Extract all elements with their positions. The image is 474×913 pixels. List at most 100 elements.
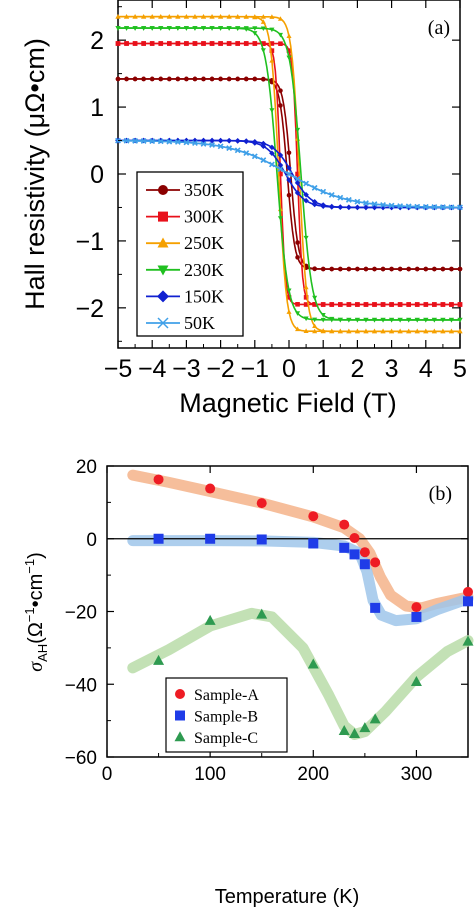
panel-a-point-230K-descending-16 (252, 26, 258, 31)
panel-a-point-350K-ascending-35 (414, 266, 420, 272)
panel-a-point-250K-ascending-21 (295, 326, 301, 332)
panel-a-point-250K-ascending-2 (132, 14, 138, 19)
panel-a-point-350K-ascending-9 (192, 76, 198, 82)
panel-b-point-Sample-A-50K (153, 474, 164, 485)
panel-a-point-230K-ascending-28 (354, 317, 360, 323)
panel-b-point-Sample-B-150K (256, 534, 267, 545)
panel-a-point-300K-descending-18 (269, 41, 275, 46)
panel-b-trend-Sample-C (127, 607, 474, 740)
panel-a-point-350K-descending-20 (286, 150, 292, 156)
panel-a-point-350K-ascending-21 (295, 255, 300, 260)
panel-a-x-axis-label: Magnetic Field (T) (179, 388, 397, 418)
panel-a-point-300K-ascending-8 (184, 41, 189, 46)
panel-a-point-300K-ascending-7 (175, 41, 181, 46)
panel-a-point-230K-ascending-16 (252, 31, 258, 36)
panel-a-point-350K-descending-19 (278, 88, 283, 93)
panel-a-point-250K-ascending-9 (192, 14, 198, 19)
panel-a-x-tick-label-5: 5 (453, 355, 467, 383)
panel-b-point-Sample-A-230K (339, 519, 350, 530)
panel-a-legend-marker-230K (157, 265, 169, 276)
panel-a-point-230K-descending-19 (277, 32, 283, 38)
panel-a-point-350K-ascending-26 (338, 266, 343, 272)
panel-a-point-350K-ascending-10 (201, 76, 206, 82)
panel-a-point-350K-ascending-0 (115, 76, 121, 82)
panel-a-point-50K-ascending-27 (346, 197, 352, 203)
panel-a-y-tick-label-1: 1 (90, 94, 104, 122)
panel-b-point-Sample-A-260K (370, 557, 381, 568)
panel-b-point-Sample-C-350K (462, 635, 474, 646)
panel-a-point-150K-ascending-16 (252, 140, 258, 146)
panel-a-point-50K-ascending-13 (226, 145, 232, 151)
panel-a-point-300K-ascending-29 (363, 302, 369, 307)
panel-a-point-150K-ascending-13 (226, 137, 232, 144)
panel-a-point-300K-ascending-30 (372, 302, 377, 307)
panel-b-legend-box (165, 677, 288, 753)
panel-a-point-150K-ascending-20 (286, 177, 292, 183)
panel-a-point-230K-ascending-17 (260, 48, 266, 53)
panel-a-point-300K-ascending-34 (406, 302, 411, 307)
panel-a-point-250K-ascending-39 (448, 328, 454, 334)
panel-a-x-tick-label-2: 2 (350, 355, 364, 383)
panel-a-point-50K-ascending-21 (294, 176, 301, 182)
panel-a-point-50K-ascending-20 (286, 171, 292, 177)
panel-b-x-tick-label-100: 100 (194, 764, 226, 785)
panel-a-point-350K-ascending-25 (329, 266, 335, 272)
panel-a-point-300K-ascending-18 (269, 48, 275, 53)
panel-b-point-Sample-A-240K (349, 533, 360, 544)
panel-a-point-230K-ascending-1 (124, 26, 130, 31)
panel-a-point-230K-ascending-24 (320, 317, 326, 323)
panel-a-point-250K-ascending-35 (414, 328, 420, 334)
panel-a-point-300K-ascending-21 (295, 301, 300, 307)
panel-b-point-Sample-B-200K (308, 538, 319, 549)
panel-a-point-300K-ascending-38 (440, 302, 446, 307)
panel-a-point-50K-ascending-14 (234, 147, 241, 154)
panel-a-legend-marker-250K (157, 237, 169, 248)
panel-a-point-300K-ascending-14 (235, 41, 240, 46)
panel-a-point-250K-ascending-25 (329, 328, 335, 334)
panel-b-point-Sample-C-300K (410, 675, 422, 686)
panel-a-point-350K-ascending-14 (235, 76, 240, 82)
panel-b-legend-label-Sample-B: Sample-B (194, 709, 258, 726)
panel-a-point-250K-descending-17 (260, 14, 266, 19)
panel-a-point-50K-ascending-19 (277, 166, 284, 172)
panel-a-point-230K-ascending-33 (397, 317, 403, 323)
panel-b-label: (b) (429, 483, 452, 505)
panel-a-point-250K-descending-19 (277, 16, 283, 21)
panel-a-point-150K-descending-18 (269, 144, 275, 151)
panel-a-point-250K-ascending-31 (380, 328, 386, 334)
panel-a-point-250K-ascending-37 (431, 328, 437, 334)
panel-b-point-Sample-A-300K (411, 602, 422, 613)
panel-a-point-300K-ascending-15 (243, 41, 249, 46)
panel-a-point-300K-ascending-4 (149, 41, 155, 46)
panel-a-point-350K-ascending-3 (141, 76, 146, 82)
panel-a-point-50K-ascending-24 (320, 188, 327, 195)
panel-b-ticks: 0 100 200 300 −60 −40 −20 0 20 (65, 457, 468, 785)
panel-a-point-250K-ascending-15 (243, 14, 249, 19)
panel-a-point-300K-ascending-3 (141, 41, 146, 46)
panel-b-point-Sample-A-350K (463, 586, 473, 597)
panel-a-curves (115, 14, 463, 334)
panel-a-point-50K-ascending-30 (371, 201, 378, 207)
panel-a-point-250K-descending-22 (303, 284, 309, 290)
panel-a-series-300K (115, 41, 463, 307)
panel-a-point-250K-ascending-28 (354, 328, 360, 334)
panel-a-point-150K-descending-22 (303, 192, 309, 198)
panel-a-point-250K-ascending-6 (166, 14, 172, 19)
panel-a-point-50K-ascending-23 (311, 185, 318, 191)
panel-a-point-230K-ascending-5 (158, 26, 164, 31)
panel-b-point-Sample-C-50K (153, 654, 165, 665)
panel-a-point-250K-ascending-0 (115, 14, 121, 19)
panel-a-point-300K-ascending-16 (252, 41, 258, 46)
panel-a-x-tick-label--4: −4 (138, 355, 167, 383)
panel-a-point-250K-ascending-17 (260, 19, 266, 24)
panel-b-x-tick-label-200: 200 (297, 764, 329, 785)
panel-a-point-150K-ascending-29 (363, 204, 369, 211)
panel-a-point-230K-descending-20 (286, 55, 292, 61)
panel-b-point-Sample-C-100K (204, 614, 216, 625)
panel-a-point-350K-ascending-29 (363, 266, 369, 272)
panel-a-legend-label-300K: 300K (184, 207, 224, 227)
panel-a-point-50K-ascending-33 (397, 203, 403, 209)
panel-a-series-50K (115, 137, 463, 211)
panel-a-legend-marker-350K (158, 185, 168, 195)
